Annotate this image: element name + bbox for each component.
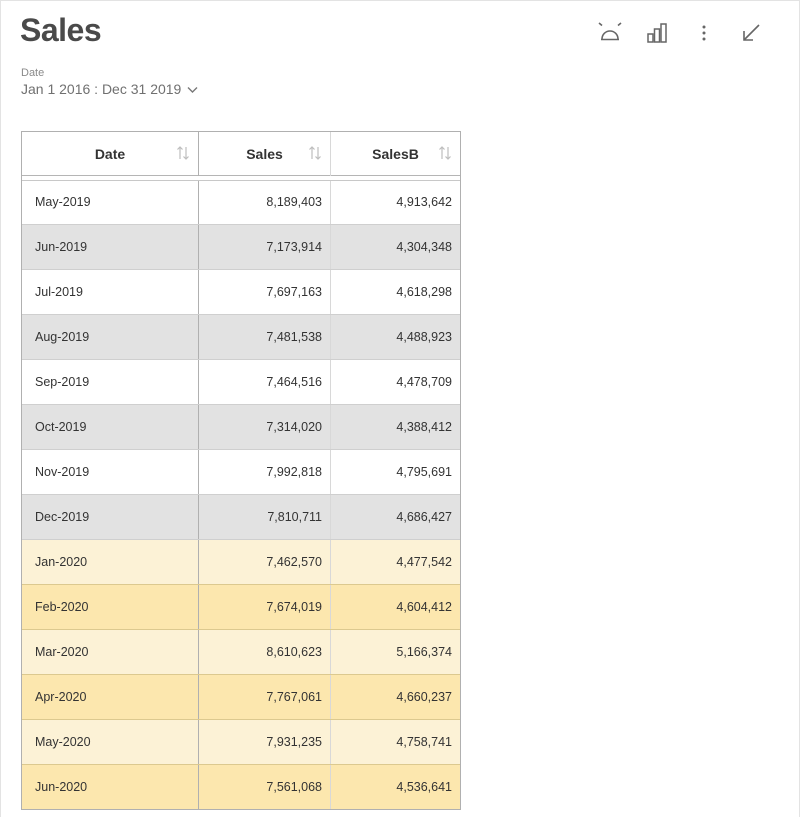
sales-cell: 7,992,818 [199,450,331,494]
salesb-cell: 4,795,691 [396,465,452,479]
column-header-sales[interactable]: Sales [199,132,331,176]
salesb-cell: 5,166,374 [396,645,452,659]
table-row[interactable]: Dec-2019 7,810,711 4,686,427 [22,495,460,540]
salesb-cell: 4,618,298 [396,285,452,299]
sales-cell: 7,462,570 [199,540,331,584]
alarm-button[interactable] [586,20,633,46]
sales-cell: 7,464,516 [199,360,331,404]
salesb-cell: 4,304,348 [396,240,452,254]
sales-cell: 7,674,019 [199,585,331,629]
more-vertical-icon [701,23,707,43]
date-cell: Feb-2020 [22,585,199,629]
table-row[interactable]: Mar-2020 8,610,623 5,166,374 [22,630,460,675]
sales-cell: 7,173,914 [199,225,331,269]
date-cell: Dec-2019 [22,495,199,539]
sort-icon [438,145,452,164]
table-row[interactable]: Sep-2019 7,464,516 4,478,709 [22,360,460,405]
bar-chart-icon [646,22,668,44]
sales-cell: 7,561,068 [199,765,331,809]
header-divider [22,176,460,181]
table-row[interactable]: May-2019 8,189,403 4,913,642 [22,180,460,225]
column-header-label: Sales [246,146,283,162]
date-cell: Oct-2019 [22,405,199,449]
widget-toolbar [586,20,774,46]
table-row[interactable]: May-2020 7,931,235 4,758,741 [22,720,460,765]
minimize-icon [740,22,762,44]
salesb-cell: 4,913,642 [396,195,452,209]
date-cell: Aug-2019 [22,315,199,359]
column-header-label: SalesB [372,146,419,162]
sort-icon [308,145,322,164]
sales-cell: 7,767,061 [199,675,331,719]
date-cell: May-2020 [22,720,199,764]
salesb-cell: 4,660,237 [396,690,452,704]
sales-cell: 8,610,623 [199,630,331,674]
sales-cell: 7,481,538 [199,315,331,359]
salesb-cell: 4,686,427 [396,510,452,524]
date-cell: Jun-2019 [22,225,199,269]
salesb-cell: 4,478,709 [396,375,452,389]
sales-cell: 7,810,711 [199,495,331,539]
salesb-cell: 4,604,412 [396,600,452,614]
date-cell: Jan-2020 [22,540,199,584]
more-options-button[interactable] [680,20,727,46]
salesb-cell: 4,536,641 [396,780,452,794]
table-row[interactable]: Feb-2020 7,674,019 4,604,412 [22,585,460,630]
date-cell: Nov-2019 [22,450,199,494]
date-cell: Sep-2019 [22,360,199,404]
column-header-date[interactable]: Date [22,132,199,176]
date-filter-dropdown[interactable]: Jan 1 2016 : Dec 31 2019 [21,81,198,97]
widget-title: Sales [20,12,102,48]
table-row[interactable]: Jun-2019 7,173,914 4,304,348 [22,225,460,270]
date-cell: Apr-2020 [22,675,199,719]
table-header: Date Sales SalesB [22,132,460,176]
date-filter-label: Date [21,67,45,79]
chevron-down-icon [187,81,198,97]
chart-type-button[interactable] [633,20,680,46]
date-filter-value: Jan 1 2016 : Dec 31 2019 [21,81,182,97]
table-row[interactable]: Apr-2020 7,767,061 4,660,237 [22,675,460,720]
salesb-cell: 4,388,412 [396,420,452,434]
table-row[interactable]: Nov-2019 7,992,818 4,795,691 [22,450,460,495]
date-cell: Mar-2020 [22,630,199,674]
sales-cell: 7,314,020 [199,405,331,449]
sales-cell: 7,931,235 [199,720,331,764]
table-row[interactable]: Oct-2019 7,314,020 4,388,412 [22,405,460,450]
sales-cell: 7,697,163 [199,270,331,314]
salesb-cell: 4,477,542 [396,555,452,569]
salesb-cell: 4,758,741 [396,735,452,749]
salesb-cell: 4,488,923 [396,330,452,344]
table-row[interactable]: Jun-2020 7,561,068 4,536,641 [22,765,460,809]
table-row[interactable]: Jul-2019 7,697,163 4,618,298 [22,270,460,315]
column-header-label: Date [94,146,126,162]
table-body[interactable]: May-2019 8,189,403 4,913,642 Jun-2019 7,173… [22,180,460,809]
sales-table: Date Sales SalesB May-2019 8,189,403 4,913… [21,131,461,810]
table-row[interactable]: Jan-2020 7,462,570 4,477,542 [22,540,460,585]
sales-cell: 8,189,403 [199,180,331,224]
table-row[interactable]: Aug-2019 7,481,538 4,488,923 [22,315,460,360]
column-header-salesb[interactable]: SalesB [331,132,460,176]
minimize-button[interactable] [727,20,774,46]
sort-icon [176,145,190,164]
date-cell: May-2019 [22,180,199,224]
alarm-icon [597,21,623,45]
date-cell: Jul-2019 [22,270,199,314]
date-cell: Jun-2020 [22,765,199,809]
